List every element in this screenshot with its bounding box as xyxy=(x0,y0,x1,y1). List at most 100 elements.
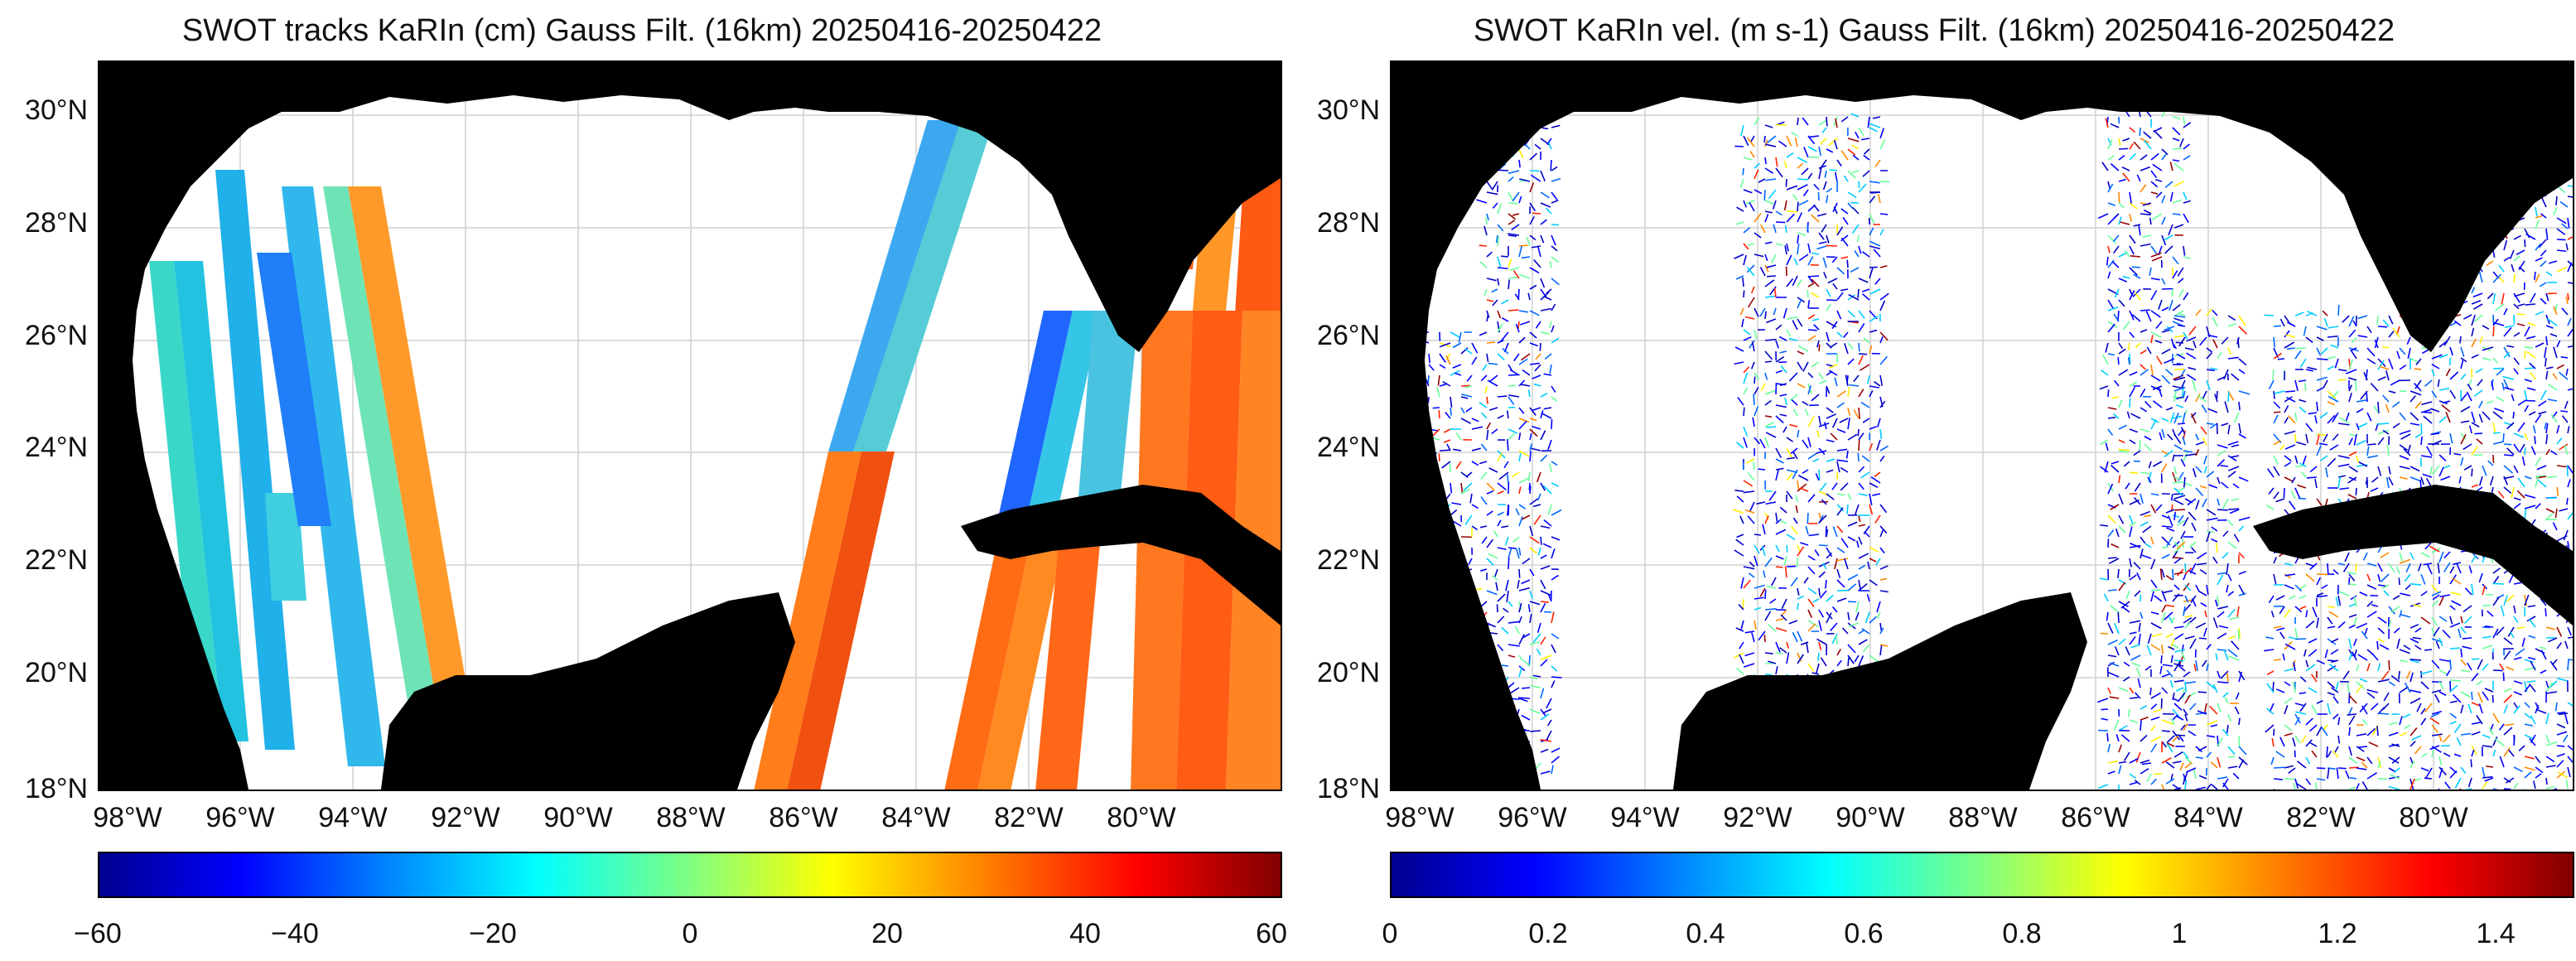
velocity-arrow xyxy=(1797,232,1807,236)
velocity-arrow xyxy=(2123,661,2130,667)
velocity-arrow xyxy=(2195,500,2200,510)
velocity-arrow xyxy=(1536,245,1541,258)
velocity-arrow xyxy=(2399,365,2407,370)
velocity-arrow xyxy=(1518,477,1530,484)
velocity-arrow xyxy=(2451,600,2462,606)
velocity-arrow xyxy=(2198,637,2207,640)
velocity-arrow xyxy=(1772,200,1777,210)
velocity-arrow xyxy=(2503,454,2514,456)
velocity-arrow xyxy=(1831,482,1838,490)
velocity-arrow xyxy=(1451,502,1462,505)
velocity-arrow xyxy=(2399,430,2411,435)
velocity-arrow xyxy=(2172,159,2180,162)
velocity-arrow xyxy=(2535,773,2542,779)
velocity-arrow xyxy=(2545,325,2554,329)
velocity-arrow xyxy=(2118,299,2125,307)
velocity-arrow xyxy=(1869,268,1874,279)
velocity-arrow xyxy=(2272,681,2275,693)
velocity-arrow xyxy=(1529,215,1536,225)
velocity-arrow xyxy=(2305,433,2309,443)
velocity-arrow xyxy=(1851,224,1860,234)
velocity-arrow xyxy=(1775,415,1784,424)
velocity-arrow xyxy=(1851,170,1860,174)
velocity-arrow xyxy=(1854,250,1860,258)
velocity-arrow xyxy=(1847,138,1860,142)
velocity-arrow xyxy=(2370,703,2379,711)
velocity-arrow xyxy=(2139,329,2148,333)
velocity-arrow xyxy=(1742,167,1744,176)
velocity-arrow xyxy=(1759,438,1766,449)
velocity-arrow xyxy=(1521,353,1531,361)
velocity-map[interactable] xyxy=(1390,60,2574,791)
velocity-arrow xyxy=(2223,649,2229,661)
velocity-arrow xyxy=(1744,652,1755,657)
velocity-arrow xyxy=(2238,746,2247,756)
velocity-arrow xyxy=(1862,644,1870,653)
velocity-arrow xyxy=(2458,476,2462,484)
velocity-arrow xyxy=(2122,676,2130,682)
velocity-arrow xyxy=(2161,546,2169,548)
velocity-arrow xyxy=(1797,201,1799,212)
velocity-arrow xyxy=(1792,194,1798,201)
velocity-arrow xyxy=(1830,622,1838,631)
velocity-arrow xyxy=(2271,737,2275,747)
velocity-arrow xyxy=(1818,571,1826,578)
velocity-arrow xyxy=(2449,721,2457,725)
velocity-arrow xyxy=(2129,234,2136,244)
lon-label-84w: 84°W xyxy=(881,802,951,833)
velocity-arrow xyxy=(2545,434,2549,445)
velocity-arrow xyxy=(2431,354,2443,360)
velocity-arrow xyxy=(1812,598,1820,603)
velocity-arrow xyxy=(2421,401,2433,406)
velocity-arrow xyxy=(1869,123,1881,128)
velocity-arrow xyxy=(2197,710,2207,715)
velocity-arrow xyxy=(2299,398,2307,403)
velocity-arrow xyxy=(2337,379,2346,381)
velocity-arrow xyxy=(2180,379,2186,390)
velocity-arrow xyxy=(1763,135,1766,143)
velocity-arrow xyxy=(2183,606,2186,616)
velocity-arrow xyxy=(1858,553,1869,559)
velocity-arrow xyxy=(1743,227,1751,234)
velocity-arrow xyxy=(2348,624,2356,629)
velocity-arrow xyxy=(2139,734,2148,742)
velocity-arrow xyxy=(2371,653,2379,661)
velocity-arrow xyxy=(1734,254,1744,259)
velocity-arrow xyxy=(2273,659,2281,661)
velocity-arrow xyxy=(1464,348,1473,355)
velocity-arrow xyxy=(2344,552,2350,563)
velocity-arrow xyxy=(1750,286,1755,294)
velocity-arrow xyxy=(1748,572,1755,578)
velocity-arrow xyxy=(2183,256,2191,259)
velocity-arrow xyxy=(2105,342,2109,353)
velocity-arrow xyxy=(2337,621,2346,629)
velocity-arrow xyxy=(2221,498,2229,509)
velocity-arrow xyxy=(2150,579,2158,589)
velocity-arrow xyxy=(1867,116,1870,128)
velocity-arrow xyxy=(2118,424,2127,430)
velocity-arrow xyxy=(2513,582,2522,585)
velocity-arrow xyxy=(1808,135,1820,138)
velocity-arrow xyxy=(2161,604,2167,613)
velocity-arrow xyxy=(2100,466,2109,473)
velocity-arrow xyxy=(1551,633,1560,640)
velocity-arrow xyxy=(2537,479,2547,488)
ssh-map[interactable] xyxy=(98,60,1282,791)
velocity-arrow xyxy=(2420,717,2427,726)
velocity-arrow xyxy=(2161,525,2173,529)
velocity-arrow xyxy=(2414,746,2422,755)
velocity-arrow xyxy=(2131,266,2141,268)
velocity-arrow xyxy=(2503,595,2508,606)
velocity-arrow xyxy=(2150,558,2156,570)
velocity-arrow xyxy=(2467,662,2472,671)
velocity-arrow xyxy=(1501,664,1509,667)
velocity-arrow xyxy=(2390,674,2400,683)
velocity-arrow xyxy=(1544,353,1552,360)
velocity-arrow xyxy=(2381,394,2390,403)
velocity-arrow xyxy=(1535,353,1541,360)
velocity-arrow xyxy=(2273,455,2279,465)
velocity-arrow xyxy=(1779,350,1787,354)
velocity-arrow xyxy=(2556,760,2564,768)
velocity-arrow xyxy=(1527,604,1531,613)
velocity-arrow xyxy=(2458,788,2462,790)
